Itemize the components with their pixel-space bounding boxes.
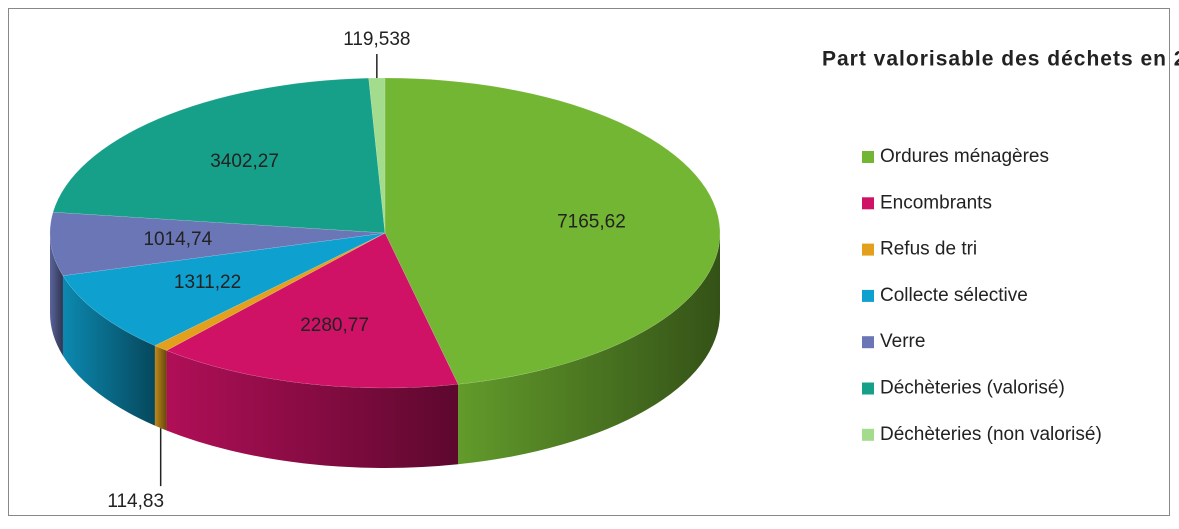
- data-label: 114,83: [107, 491, 164, 512]
- slice-side: [62, 275, 155, 426]
- legend-label: Ordures ménagères: [880, 146, 1049, 167]
- chart-title: Part valorisable des déchets en 2010: [822, 48, 1179, 71]
- legend-label: Verre: [880, 331, 925, 352]
- data-label: 3402,27: [210, 151, 279, 172]
- slice: [49, 211, 386, 276]
- legend-label: Refus de tri: [880, 239, 977, 260]
- legend-label: Collecte sélective: [880, 285, 1028, 306]
- data-label: 1311,22: [174, 272, 241, 293]
- data-label: 119,538: [343, 29, 410, 50]
- legend-swatch: [862, 197, 874, 210]
- legend-label: Déchèteries (valorisé): [880, 378, 1065, 399]
- legend-swatch: [862, 243, 874, 256]
- legend-swatch: [862, 289, 874, 302]
- slice: [384, 77, 721, 385]
- slice: [62, 232, 386, 346]
- slice: [154, 232, 386, 351]
- slice-side: [50, 233, 63, 356]
- slice: [165, 232, 459, 389]
- slice-side: [154, 345, 167, 431]
- legend-label: Déchèteries (non valorisé): [880, 424, 1102, 445]
- slice-side: [166, 350, 459, 468]
- legend-swatch: [862, 336, 874, 349]
- legend-swatch: [862, 151, 874, 163]
- slice: [368, 77, 386, 234]
- data-label: 1014,74: [143, 229, 212, 250]
- legend-swatch: [862, 428, 874, 441]
- data-label: 2280,77: [300, 315, 369, 336]
- slice-side: [458, 233, 720, 465]
- legend-label: Encombrants: [880, 192, 992, 213]
- data-label: 7165,62: [557, 211, 626, 232]
- slice: [52, 77, 386, 234]
- legend-swatch: [862, 382, 874, 395]
